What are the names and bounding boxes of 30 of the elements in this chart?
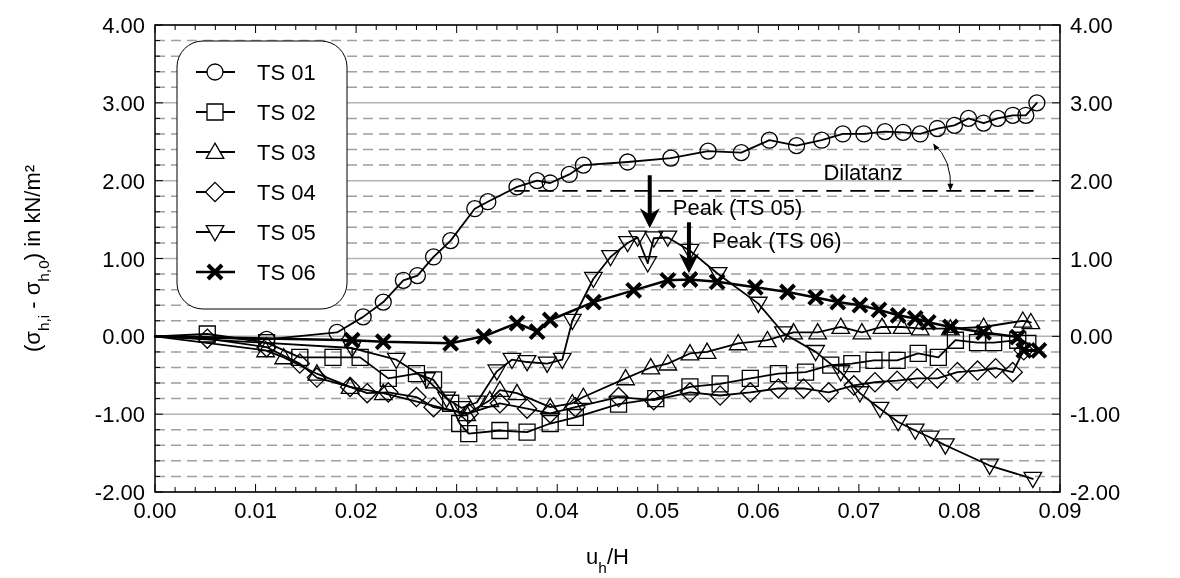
y-tick-label: 0.00 (102, 324, 145, 350)
x-tick-label: 0.03 (435, 498, 479, 523)
legend-label: TS 01 (257, 60, 316, 85)
legend-label: TS 06 (257, 260, 316, 285)
y2-tick-label: 0.00 (1070, 324, 1113, 350)
x-axis-title: u$_{h}$/H (586, 544, 629, 576)
annotation: Peak (TS 06) (711, 228, 842, 254)
x-tick-label: 0.06 (736, 498, 780, 523)
y-tick-label: 3.00 (102, 90, 145, 116)
x-tick-label: 0.08 (938, 498, 981, 523)
x-tick-label: 0.01 (234, 498, 277, 523)
y-tick-label: 4.00 (102, 13, 145, 38)
y-tick-label: 2.00 (102, 168, 145, 194)
legend-label: TS 02 (257, 100, 316, 125)
legend-label: TS 04 (257, 180, 316, 205)
y2-tick-label: 2.00 (1070, 168, 1113, 194)
y2-tick-label: 1.00 (1070, 246, 1113, 272)
x-tick-label: 0.05 (636, 498, 680, 523)
y2-tick-label: 3.00 (1070, 90, 1113, 116)
x-tick-label: 0.04 (535, 498, 579, 523)
x-tick-label: 0.02 (334, 498, 378, 523)
annotation: Peak (TS 05) (672, 195, 803, 221)
y2-tick-label: -1.00 (1070, 402, 1121, 428)
y-tick-label: -1.00 (94, 402, 145, 428)
x-tick-label: 0.07 (837, 498, 881, 523)
annotation: Dilatanz (823, 159, 903, 185)
y-tick-label: 1.00 (102, 246, 145, 272)
legend-label: TS 05 (257, 220, 316, 245)
legend-label: TS 03 (257, 140, 316, 165)
y2-tick-label: 4.00 (1070, 13, 1113, 38)
